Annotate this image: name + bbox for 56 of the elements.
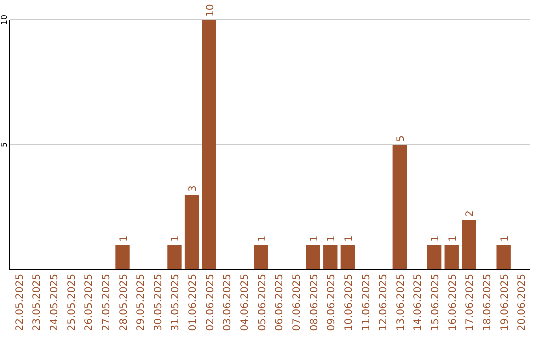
x-tick-label: 17.06.2025 xyxy=(465,274,476,332)
bar xyxy=(202,20,216,270)
x-tick-label: 12.06.2025 xyxy=(378,274,390,332)
x-tick-label: 14.06.2025 xyxy=(413,274,424,332)
x-tick-label: 26.05.2025 xyxy=(84,274,96,332)
x-tick-label: 30.05.2025 xyxy=(153,274,164,332)
x-tick-label: 06.06.2025 xyxy=(274,274,286,332)
bar xyxy=(496,245,511,270)
data-label: 1 xyxy=(309,236,320,242)
x-tick-label: 07.06.2025 xyxy=(292,274,303,332)
data-label: 2 xyxy=(465,210,476,217)
x-tick-label: 22.05.2025 xyxy=(14,274,26,332)
x-tick-label: 15.06.2025 xyxy=(430,274,442,332)
bar xyxy=(116,245,130,270)
x-tick-label: 25.05.2025 xyxy=(66,274,78,332)
data-label: 3 xyxy=(188,186,200,192)
bar xyxy=(340,245,356,270)
x-tick-label: 29.05.2025 xyxy=(136,274,148,332)
bar xyxy=(324,245,338,270)
x-tick-label: 08.06.2025 xyxy=(309,274,320,332)
bar xyxy=(254,245,268,270)
x-tick-label: 04.06.2025 xyxy=(240,274,252,332)
x-tick-label: 20.06.2025 xyxy=(517,274,528,332)
data-label: 1 xyxy=(170,236,182,242)
data-label: 1 xyxy=(257,236,268,242)
x-tick-label: 03.06.2025 xyxy=(222,274,234,332)
data-label: 1 xyxy=(500,236,511,242)
data-label: 1 xyxy=(118,236,130,242)
data-label: 5 xyxy=(396,136,407,142)
x-tick-label: 16.06.2025 xyxy=(448,274,459,332)
x-tick-label: 27.05.2025 xyxy=(101,274,112,332)
x-tick-label: 01.06.2025 xyxy=(188,274,200,332)
x-tick-label: 10.06.2025 xyxy=(344,274,355,332)
x-tick-label: 28.05.2025 xyxy=(118,274,130,332)
x-tick-label: 23.05.2025 xyxy=(32,274,44,332)
bar xyxy=(462,220,476,270)
x-tick-label: 18.06.2025 xyxy=(482,274,494,332)
bar xyxy=(444,245,459,270)
x-tick-label: 31.05.2025 xyxy=(170,274,182,332)
bar xyxy=(168,245,182,270)
x-tick-label: 02.06.2025 xyxy=(205,274,216,332)
x-tick-label: 11.06.2025 xyxy=(361,274,372,332)
x-tick-label: 09.06.2025 xyxy=(326,274,338,332)
data-label: 1 xyxy=(448,236,459,242)
x-tick-label: 24.05.2025 xyxy=(49,274,60,332)
data-label: 10 xyxy=(205,4,216,17)
data-label: 1 xyxy=(344,236,355,242)
bar xyxy=(306,245,320,270)
bar xyxy=(392,145,408,270)
data-label: 1 xyxy=(430,236,442,242)
bar xyxy=(427,245,442,270)
data-label: 1 xyxy=(326,236,338,242)
bar xyxy=(184,195,200,270)
x-tick-label: 05.06.2025 xyxy=(257,274,268,332)
x-tick-label: 13.06.2025 xyxy=(396,274,407,332)
x-tick-label: 19.06.2025 xyxy=(500,274,511,332)
